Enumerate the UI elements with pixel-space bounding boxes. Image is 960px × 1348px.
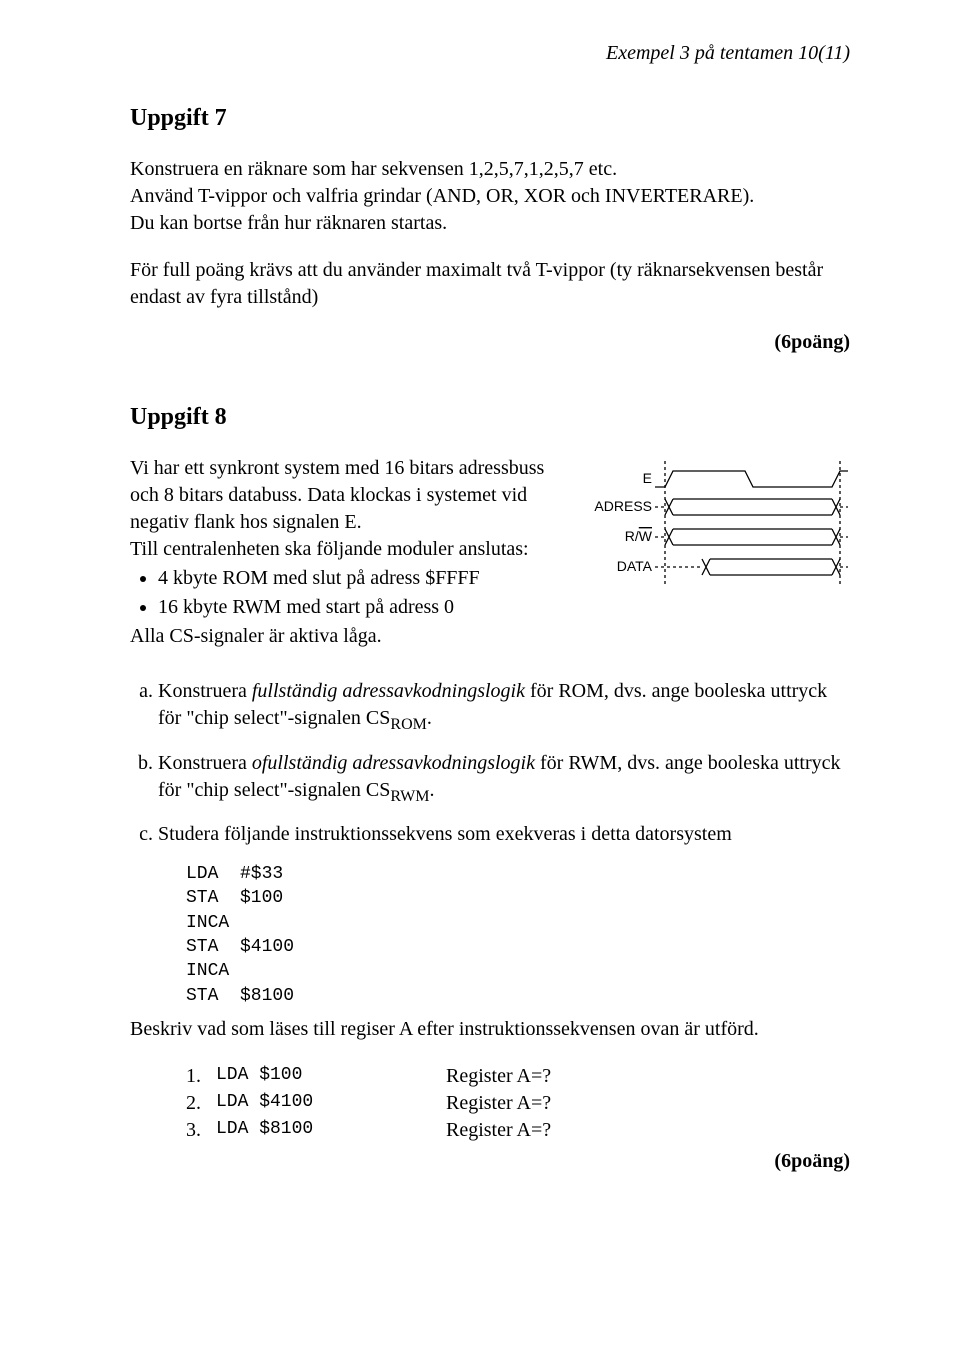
task8-intro-3: Alla CS-signaler är aktiva låga. — [130, 625, 382, 647]
task8-q1: 1. LDA $100 Register A=? — [186, 1063, 850, 1090]
task8-question-table: 1. LDA $100 Register A=? 2. LDA $4100 Re… — [186, 1063, 850, 1144]
task8-points: (6poäng) — [130, 1150, 850, 1173]
page-header: Exempel 3 på tentamen 10(11) — [130, 42, 850, 65]
task8-bullet-2: 16 kbyte RWM med start på adress 0 — [158, 594, 566, 621]
task8-q3-reg: Register A=? — [446, 1117, 551, 1144]
task8-b-em: ofullständig adressavkodningslogik — [252, 752, 535, 774]
task8-q3-cmd: LDA $8100 — [216, 1117, 446, 1144]
task7-points: (6poäng) — [130, 331, 850, 354]
task7-p1: Konstruera en räknare som har sekvensen … — [130, 156, 850, 237]
task8-c-text: Studera följande instruktionssekvens som… — [158, 823, 732, 845]
task8-q1-cmd: LDA $100 — [216, 1063, 446, 1090]
task8-a-pre: Konstruera — [158, 680, 252, 702]
task8-q3-num: 3. — [186, 1117, 216, 1144]
timing-label-rw-overline: W — [639, 528, 653, 544]
task8-bullet-1: 4 kbyte ROM med slut på adress $FFFF — [158, 565, 566, 592]
task7-p1-l3: Du kan bortse från hur räknaren startas. — [130, 212, 447, 234]
timing-diagram: E ADRESS R/W — [590, 459, 850, 589]
task7-p1-l1: Konstruera en räknare som har sekvensen … — [130, 158, 617, 180]
task8-q2-cmd: LDA $4100 — [216, 1090, 446, 1117]
timing-label-adress: ADRESS — [594, 498, 652, 514]
task8-bullets: 4 kbyte ROM med slut på adress $FFFF 16 … — [158, 565, 566, 621]
task8-heading: Uppgift 8 — [130, 404, 850, 431]
task8-q1-reg: Register A=? — [446, 1063, 551, 1090]
task8-q3: 3. LDA $8100 Register A=? — [186, 1117, 850, 1144]
task8-intro-row: Vi har ett synkront system med 16 bitars… — [130, 455, 850, 650]
task7-p1-l2: Använd T-vippor och valfria grindar (AND… — [130, 185, 754, 207]
task8-code: LDA #$33 STA $100 INCA STA $4100 INCA ST… — [186, 862, 850, 1008]
task8-item-b: Konstruera ofullständig adressavkodnings… — [158, 750, 850, 808]
task8-intro-2: Till centralenheten ska följande moduler… — [130, 538, 529, 560]
timing-label-rw: R/W — [625, 528, 653, 544]
timing-label-data: DATA — [617, 558, 653, 574]
task8-b-sub: RWM — [390, 788, 429, 805]
task8-item-c: Studera följande instruktionssekvens som… — [158, 821, 850, 848]
page: Exempel 3 på tentamen 10(11) Uppgift 7 K… — [0, 0, 960, 1348]
task8-q2-num: 2. — [186, 1090, 216, 1117]
task8-a-em: fullständig adressavkodningslogik — [252, 680, 525, 702]
task8-intro-1: Vi har ett synkront system med 16 bitars… — [130, 457, 544, 533]
task8-b-end: . — [430, 779, 435, 801]
task8-item-a: Konstruera fullständig adressavkodningsl… — [158, 678, 850, 736]
task8-q1-num: 1. — [186, 1063, 216, 1090]
task8-a-sub: ROM — [390, 716, 426, 733]
task8-textcol: Vi har ett synkront system med 16 bitars… — [130, 455, 566, 650]
task8-q2-reg: Register A=? — [446, 1090, 551, 1117]
task7-p2: För full poäng krävs att du använder max… — [130, 257, 850, 311]
task8-q2: 2. LDA $4100 Register A=? — [186, 1090, 850, 1117]
task8-b-pre: Konstruera — [158, 752, 252, 774]
timing-label-e: E — [643, 470, 652, 486]
task8-figure: E ADRESS R/W — [590, 455, 850, 594]
task7-heading: Uppgift 7 — [130, 105, 850, 132]
task8-c-after: Beskriv vad som läses till regiser A eft… — [130, 1016, 850, 1043]
task8-a-end: . — [427, 707, 432, 729]
task8-list: Konstruera fullständig adressavkodningsl… — [130, 678, 850, 848]
